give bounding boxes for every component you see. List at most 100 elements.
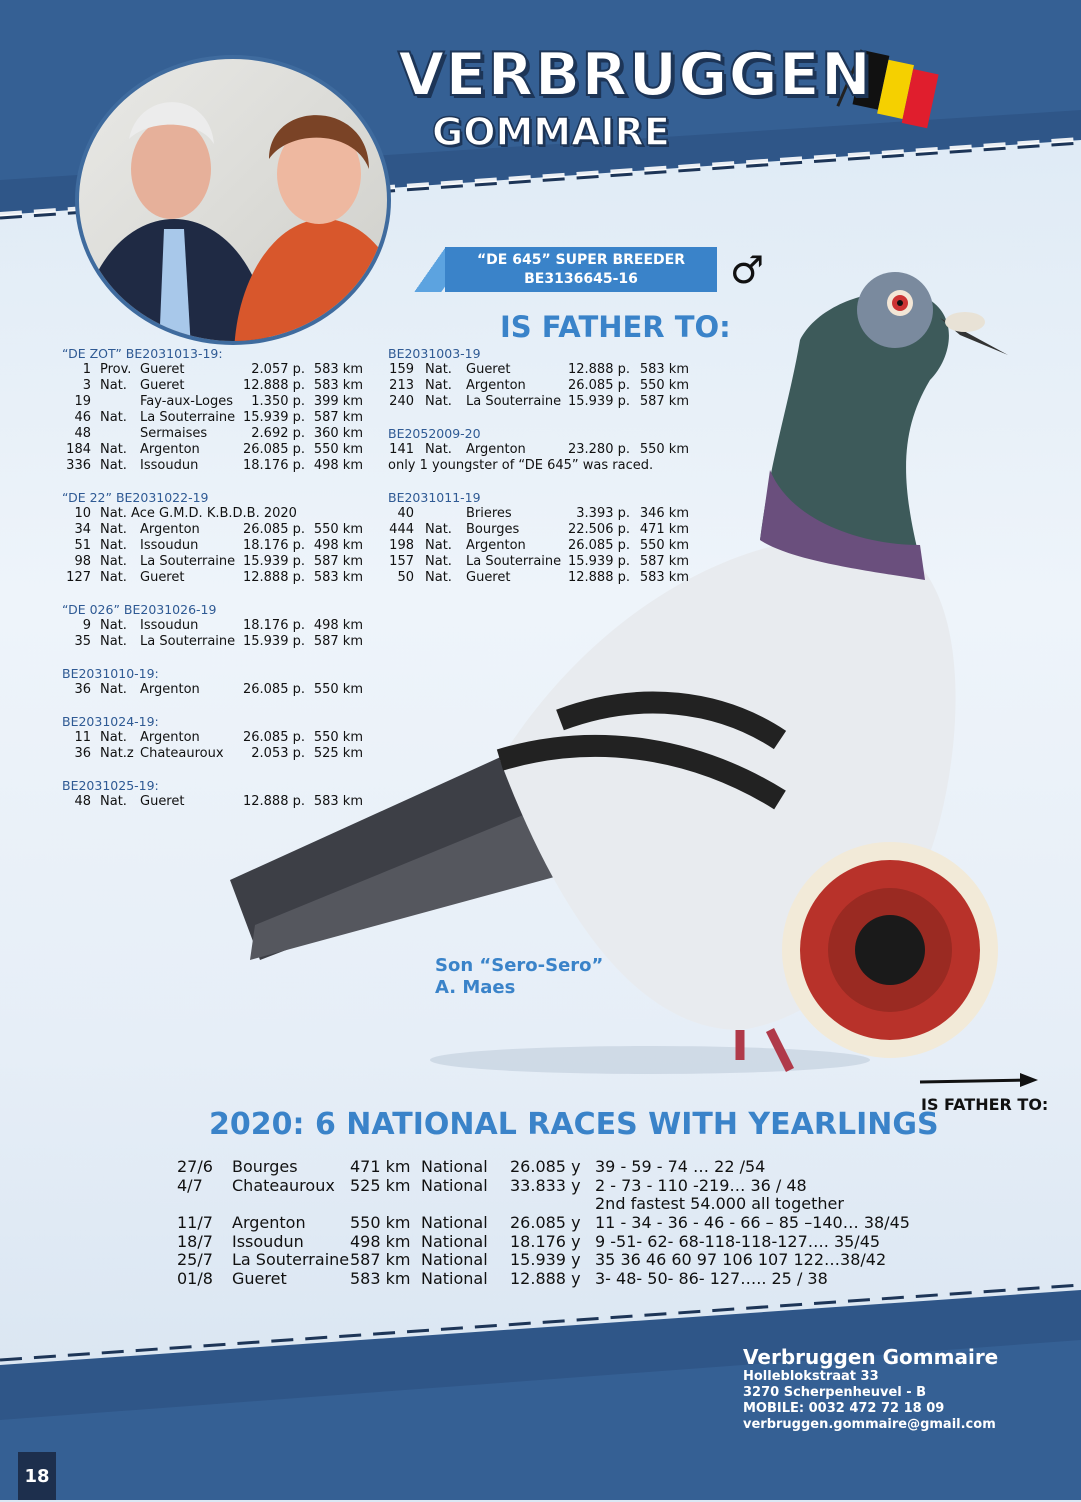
distance: 525 km bbox=[313, 746, 363, 761]
result-row: 336 Nat. Issoudun 18.176 p. 498 km bbox=[62, 458, 372, 474]
race-type: Nat. bbox=[100, 794, 127, 809]
birds: 26.085 y bbox=[510, 1213, 581, 1233]
contact-mobile: MOBILE: 0032 472 72 18 09 bbox=[743, 1401, 945, 1416]
national-race-row: 18/7 Issoudun 498 km National 18.176 y 9 -51-… bbox=[177, 1232, 897, 1251]
birds: 26.085 y bbox=[510, 1157, 581, 1176]
race-name: Gueret bbox=[466, 570, 511, 585]
race-name: Argenton bbox=[140, 730, 200, 745]
date: 27/6 bbox=[177, 1157, 213, 1176]
level: National bbox=[421, 1157, 488, 1176]
race-name: Gueret bbox=[140, 794, 185, 809]
birds: 15.939 p. bbox=[242, 634, 305, 649]
national-race-row: 25/7 La Souterraine 587 km National 15.939 y… bbox=[177, 1250, 897, 1269]
race-name: Bourges bbox=[466, 522, 520, 537]
result-block: “DE 22” BE2031022-19 10 Nat. Ace G.M.D. K.… bbox=[62, 490, 372, 586]
place: 46 bbox=[74, 410, 91, 425]
birds: 12.888 p. bbox=[242, 794, 305, 809]
birds: 18.176 p. bbox=[242, 618, 305, 633]
block-heading: BE2031003-19 bbox=[388, 346, 481, 361]
distance: 550 km bbox=[639, 442, 689, 457]
level: National bbox=[421, 1213, 488, 1233]
distance: 550 km bbox=[350, 1213, 411, 1233]
contact-address: Holleblokstraat 33 bbox=[743, 1369, 879, 1384]
result-block: BE2031024-19: 11 Nat. Argenton 26.085 p. 550 … bbox=[62, 714, 372, 762]
distance: 360 km bbox=[313, 426, 363, 441]
race-name: La Souterraine bbox=[140, 634, 236, 649]
race: Bourges bbox=[232, 1157, 298, 1176]
birds: 22.506 p. bbox=[567, 522, 630, 537]
birds: 26.085 p. bbox=[242, 442, 305, 457]
distance: 498 km bbox=[313, 618, 363, 633]
distance: 587 km bbox=[313, 634, 363, 649]
contact-email: verbruggen.gommaire@gmail.com bbox=[743, 1417, 996, 1432]
race-name: La Souterraine bbox=[140, 554, 236, 569]
block-heading: “DE ZOT” BE2031013-19: bbox=[62, 346, 223, 361]
distance: 498 km bbox=[313, 538, 363, 553]
result-row: 9 Nat. Issoudun 18.176 p. 498 km bbox=[62, 618, 372, 634]
distance: 346 km bbox=[639, 506, 689, 521]
race-type: Nat. bbox=[100, 442, 127, 457]
place: 50 bbox=[397, 570, 414, 585]
result-block: BE2031011-19 40 Brieres 3.393 p. 346 km 444 Na… bbox=[388, 490, 698, 586]
place: 9 bbox=[82, 618, 91, 633]
race: La Souterraine bbox=[232, 1250, 350, 1270]
distance: 583 km bbox=[313, 794, 363, 809]
birds: 1.350 p. bbox=[251, 394, 305, 409]
results: 35 36 46 60 97 106 107 122…38/42 bbox=[595, 1250, 887, 1270]
distance: 587 km bbox=[313, 554, 363, 569]
birds: 12.888 y bbox=[510, 1269, 581, 1289]
results: 11 - 34 - 36 - 46 - 66 – 85 –140… 38/45 bbox=[595, 1213, 910, 1233]
birds: 26.085 p. bbox=[242, 522, 305, 537]
place: 3 bbox=[82, 378, 91, 393]
distance: 583 km bbox=[313, 378, 363, 393]
breeder-banner: “DE 645” SUPER BREEDER BE3136645-16 bbox=[445, 247, 717, 292]
distance: 587 km bbox=[313, 410, 363, 425]
arrow-icon bbox=[919, 1078, 1031, 1084]
place: 198 bbox=[389, 538, 414, 553]
birds: 15.939 p. bbox=[567, 554, 630, 569]
place: 213 bbox=[389, 378, 414, 393]
place: 48 bbox=[74, 426, 91, 441]
race-name: Issoudun bbox=[140, 618, 199, 633]
offspring-left-column: “DE ZOT” BE2031013-19: 1 Prov. Gueret 2.057 … bbox=[62, 346, 372, 826]
level: National bbox=[421, 1231, 488, 1251]
date: 01/8 bbox=[177, 1269, 213, 1289]
race-type: Nat. Ace G.M.D. K.B.D.B. 2020 bbox=[100, 506, 297, 521]
birds: 2.057 p. bbox=[251, 362, 305, 377]
place: 19 bbox=[74, 394, 91, 409]
result-row: 98 Nat. La Souterraine 15.939 p. 587 km bbox=[62, 554, 372, 570]
block-heading: “DE 026” BE2031026-19 bbox=[62, 602, 217, 617]
birds: 18.176 p. bbox=[242, 538, 305, 553]
arrow-label: IS FATHER TO: bbox=[921, 1095, 1049, 1114]
place: 48 bbox=[74, 794, 91, 809]
birds: 15.939 y bbox=[510, 1250, 581, 1270]
birds: 26.085 p. bbox=[567, 378, 630, 393]
result-row: 51 Nat. Issoudun 18.176 p. 498 km bbox=[62, 538, 372, 554]
date: 25/7 bbox=[177, 1250, 213, 1270]
place: 36 bbox=[74, 682, 91, 697]
block-heading: BE2031025-19: bbox=[62, 778, 159, 793]
place: 141 bbox=[389, 442, 414, 457]
distance: 498 km bbox=[350, 1231, 411, 1251]
distance: 498 km bbox=[313, 458, 363, 473]
distance: 587 km bbox=[639, 554, 689, 569]
race-type: Prov. bbox=[100, 362, 132, 377]
race-type: Nat. bbox=[425, 442, 452, 457]
result-row: 213 Nat. Argenton 26.085 p. 550 km bbox=[388, 378, 698, 394]
result-block: BE2031010-19: 36 Nat. Argenton 26.085 p. 550 … bbox=[62, 666, 372, 698]
male-symbol-icon: ♂ bbox=[730, 248, 765, 292]
result-row: 48 Sermaises 2.692 p. 360 km bbox=[62, 426, 372, 442]
result-row: 240 Nat. La Souterraine 15.939 p. 587 km bbox=[388, 394, 698, 410]
birds: 33.833 y bbox=[510, 1175, 581, 1195]
place: 159 bbox=[389, 362, 414, 377]
breeder-name: “DE 645” SUPER BREEDER bbox=[476, 252, 686, 268]
national-races-table: 27/6 Bourges 471 km National 26.085 y 39 - 59… bbox=[177, 1157, 910, 1289]
place: 1 bbox=[82, 362, 91, 377]
birds: 3.393 p. bbox=[576, 506, 630, 521]
results: 2nd fastest 54.000 all together bbox=[595, 1194, 844, 1214]
pigeon-caption: Son “Sero-Sero” A. Maes bbox=[435, 955, 603, 999]
results: 9 -51- 62- 68-118-118-127…. 35/45 bbox=[595, 1231, 881, 1251]
race: Gueret bbox=[232, 1269, 287, 1289]
birds: 15.939 p. bbox=[242, 554, 305, 569]
distance: 550 km bbox=[313, 730, 363, 745]
